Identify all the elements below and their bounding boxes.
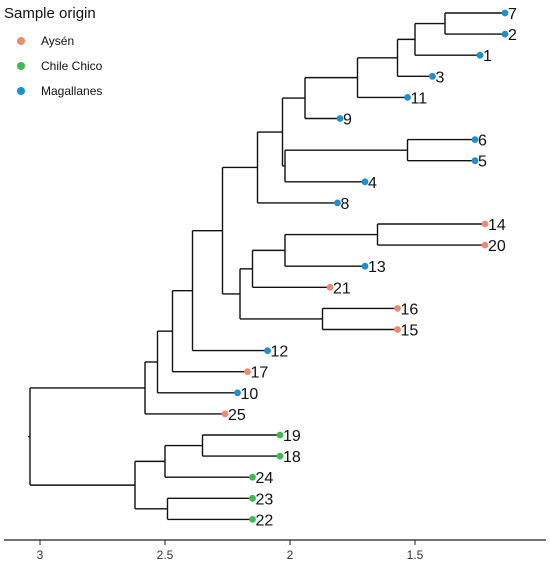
tip-point-6 [471,136,479,144]
legend-title: Sample origin [4,5,96,22]
tip-point-15 [394,326,401,333]
tip-label-7: 7 [508,6,517,23]
legend-swatch-aysen [17,37,25,45]
x-axis: 3 2.5 2 1.5 [4,539,546,562]
tip-label-18: 18 [283,449,301,466]
tip-label-4: 4 [368,175,377,192]
tip-label-23: 23 [256,491,274,508]
tip-label-5: 5 [478,154,487,171]
tip-label-19: 19 [283,428,301,445]
tip-label-15: 15 [401,323,419,340]
tip-label-20: 20 [488,238,506,255]
legend-label-aysen: Aysén [41,34,74,48]
x-tick-label-1-5: 1.5 [407,548,424,560]
legend-swatch-magallanes [17,87,25,95]
tip-label-25: 25 [228,407,246,424]
tip-point-10 [234,389,241,397]
tip-point-4 [361,178,369,186]
tip-point-22 [249,516,256,523]
tip-point-9 [336,115,344,122]
tip-label-11: 11 [411,90,428,107]
tip-label-13: 13 [368,259,386,276]
tip-point-20 [481,241,489,249]
tip-point-21 [326,283,334,291]
legend: Sample origin Aysén Chile Chico Magallan… [4,5,103,98]
legend-label-chile-chico: Chile Chico [41,59,103,73]
tree-tips: 7213119654814201321161512171025191824232… [221,6,517,529]
tip-label-6: 6 [478,133,487,150]
tip-label-24: 24 [256,470,274,487]
tip-label-22: 22 [256,512,274,529]
tip-label-8: 8 [341,196,350,213]
tip-point-5 [471,157,479,165]
tip-label-21: 21 [333,280,351,297]
tip-point-19 [276,431,284,439]
tip-label-9: 9 [343,112,352,129]
tip-point-17 [244,368,251,376]
tip-point-2 [501,30,509,38]
tip-label-17: 17 [251,365,269,382]
tip-label-14: 14 [488,217,506,234]
tip-point-13 [361,262,369,270]
tip-point-24 [249,473,256,481]
tip-label-10: 10 [241,386,259,403]
tip-label-16: 16 [401,301,419,318]
tip-point-25 [221,410,229,418]
tip-label-1: 1 [483,48,492,65]
tree-branches [28,12,505,521]
x-tick-label-2-5: 2.5 [157,548,174,560]
tip-label-12: 12 [271,344,289,361]
tip-point-18 [276,452,284,460]
tip-point-12 [264,347,271,354]
tip-point-7 [501,9,509,17]
legend-label-magallanes: Magallanes [41,84,102,98]
tip-label-2: 2 [508,27,517,44]
tip-point-16 [394,305,401,312]
tip-point-23 [249,494,256,502]
x-tick-label-2: 2 [287,548,294,560]
tip-point-8 [334,199,341,207]
tip-point-11 [404,94,411,101]
tip-point-1 [476,51,484,59]
tip-point-14 [481,220,489,228]
tip-label-3: 3 [436,69,445,86]
x-tick-label-3: 3 [37,548,44,560]
tip-point-3 [429,72,436,80]
legend-swatch-chile-chico [17,62,25,70]
